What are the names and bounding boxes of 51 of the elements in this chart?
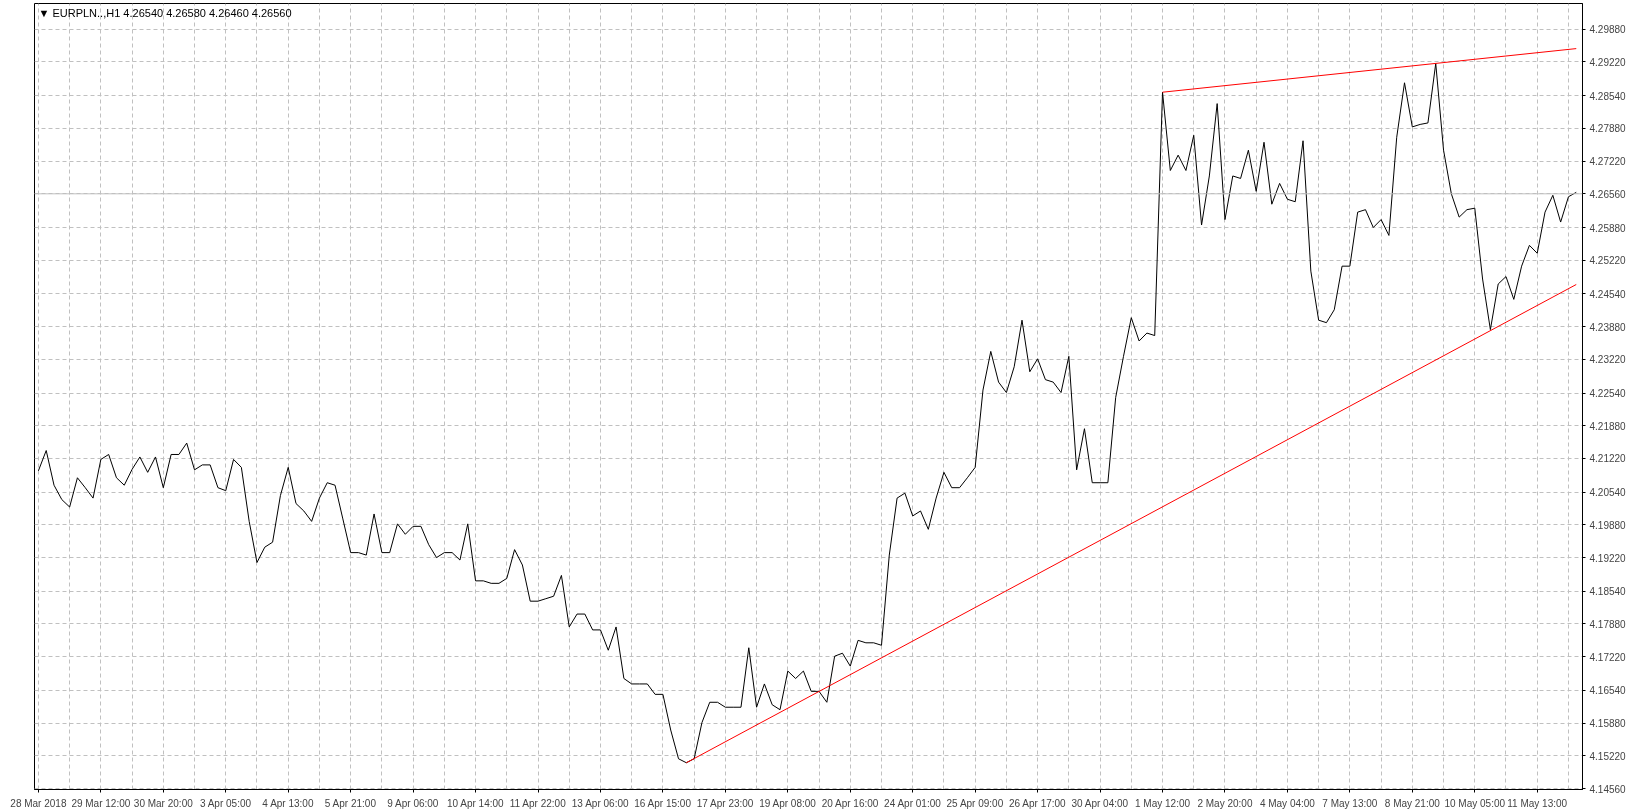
x-tick-label: 24 Apr 01:00 (884, 797, 942, 809)
y-tick-label: 4.29220 (1589, 56, 1627, 68)
x-tick-label: 7 May 13:00 (1322, 797, 1378, 809)
x-tick-label: 30 Apr 04:00 (1071, 797, 1129, 809)
x-tick-label: 16 Apr 15:00 (634, 797, 692, 809)
y-tick-label: 4.21220 (1589, 453, 1627, 465)
y-tick-label: 4.25880 (1589, 222, 1627, 234)
x-tick-label: 29 Mar 12:00 (71, 797, 131, 809)
x-tick-label: 20 Apr 16:00 (821, 797, 879, 809)
x-tick-label: 8 May 21:00 (1384, 797, 1441, 809)
y-tick-label: 4.29880 (1589, 24, 1627, 36)
y-tick-label: 4.23880 (1589, 321, 1627, 333)
x-tick-label: 1 May 12:00 (1135, 797, 1191, 809)
y-tick-label: 4.27220 (1589, 156, 1627, 168)
x-tick-label: 28 Mar 2018 (10, 797, 67, 809)
y-tick-label: 4.19880 (1589, 519, 1627, 531)
x-tick-label: 30 Mar 20:00 (133, 797, 194, 809)
x-tick-label: 9 Apr 06:00 (387, 797, 439, 809)
x-tick-label: 11 Apr 22:00 (509, 797, 567, 809)
y-tick-label: 4.19220 (1589, 552, 1627, 564)
y-tick-label: 4.15220 (1589, 750, 1627, 762)
y-tick-label: 4.17220 (1589, 651, 1627, 663)
y-tick-label: 4.17880 (1589, 618, 1627, 630)
y-tick-label: 4.23220 (1589, 354, 1627, 366)
y-tick-label: 4.14560 (1589, 783, 1627, 795)
y-tick-label: 4.26560 (1589, 188, 1627, 200)
x-tick-label: 19 Apr 08:00 (759, 797, 817, 809)
x-tick-label: 11 May 13:00 (1507, 797, 1568, 809)
x-tick-label: 2 May 20:00 (1197, 797, 1253, 809)
x-tick-label: 4 May 04:00 (1259, 797, 1316, 809)
x-tick-label: 25 Apr 09:00 (946, 797, 1004, 809)
chart-title: ▼ EURPLN..,H1 4.26540 4.26580 4.26460 4.26560 (38, 6, 292, 19)
y-tick-label: 4.21880 (1589, 420, 1627, 432)
y-tick-label: 4.15880 (1589, 718, 1627, 730)
x-tick-label: 10 Apr 14:00 (446, 797, 505, 809)
x-tick-label: 4 Apr 13:00 (262, 797, 314, 809)
x-tick-label: 26 Apr 17:00 (1008, 797, 1067, 809)
x-tick-label: 10 May 05:00 (1444, 797, 1506, 809)
y-tick-label: 4.28540 (1589, 90, 1627, 102)
y-tick-label: 4.18540 (1589, 586, 1627, 598)
y-tick-label: 4.20540 (1589, 487, 1627, 499)
x-tick-label: 5 Apr 21:00 (324, 797, 377, 809)
x-tick-label: 13 Apr 06:00 (571, 797, 629, 809)
x-tick-label: 17 Apr 23:00 (696, 797, 754, 809)
y-tick-label: 4.27880 (1589, 123, 1627, 135)
line-series (37, 62, 1577, 764)
x-tick-label: 3 Apr 05:00 (199, 797, 252, 809)
y-tick-label: 4.24540 (1589, 288, 1627, 300)
y-tick-label: 4.16540 (1589, 685, 1627, 697)
y-tick-label: 4.22540 (1589, 388, 1627, 400)
y-tick-label: 4.25220 (1589, 255, 1627, 267)
